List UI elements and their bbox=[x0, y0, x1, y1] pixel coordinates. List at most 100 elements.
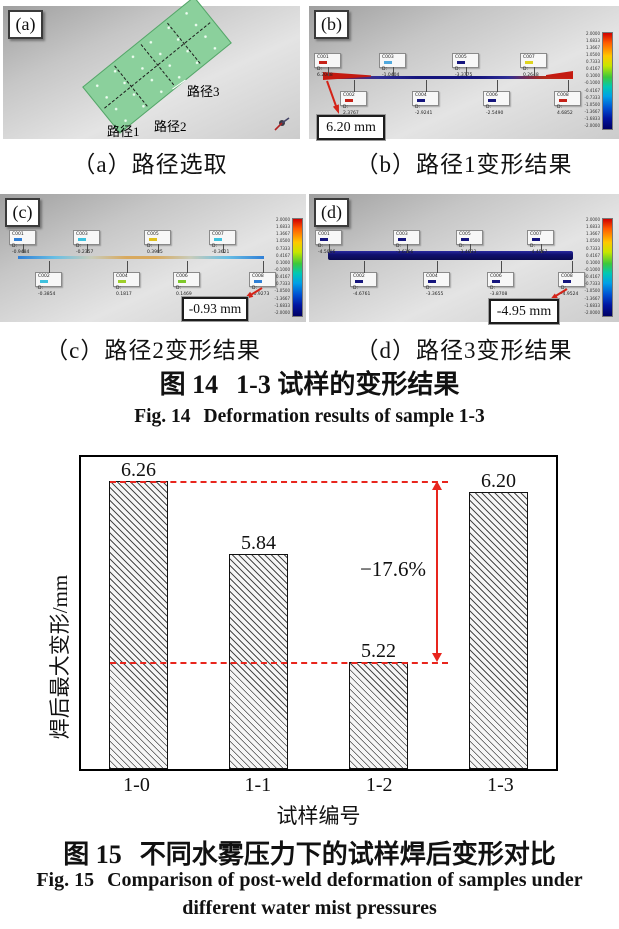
left-red-wedge bbox=[323, 72, 371, 80]
probe-label: C005 D: -3.3775 bbox=[452, 53, 479, 78]
probe-label: C008 D: 4.6852 bbox=[554, 80, 581, 116]
colorbar bbox=[602, 218, 613, 317]
path1-deformation-curve bbox=[323, 76, 573, 79]
figure14-title-en: Deformation results of sample 1-3 bbox=[203, 406, 485, 427]
probe-color-swatch bbox=[417, 98, 425, 102]
x-tick: 1-0 bbox=[123, 774, 150, 796]
probe-color-swatch bbox=[384, 60, 392, 64]
extra-dashed-line bbox=[167, 22, 201, 64]
probe-color-swatch bbox=[355, 279, 363, 283]
bars-container: 6.26 5.84 5.22 6.20 bbox=[81, 457, 556, 769]
path2-deformation-curve bbox=[18, 256, 264, 259]
probe-color-swatch bbox=[525, 60, 533, 64]
probe-label: C006 D: 0.1469 bbox=[173, 261, 200, 297]
bar bbox=[469, 491, 528, 769]
probe-label: C003 D: -1.0404 bbox=[379, 53, 406, 78]
probe-color-swatch bbox=[118, 279, 126, 283]
probe-label: C006 D: -2.5490 bbox=[483, 80, 510, 116]
probe-label: C008 D: -4.9524 bbox=[558, 261, 585, 297]
probe-label: C006 D: -3.8708 bbox=[487, 261, 514, 297]
x-axis-label: 试样编号 bbox=[276, 804, 361, 828]
figure14-caption-en: Fig. 14 Deformation results of sample 1-3 bbox=[0, 406, 619, 428]
probe-label: C007 D: -4.4567 bbox=[527, 230, 554, 255]
bar-group: 6.20 bbox=[469, 471, 528, 769]
figure15-caption-en-line2: different water mist pressures bbox=[182, 897, 437, 919]
colorbar bbox=[602, 32, 613, 130]
figure14-label-cn: 图 14 bbox=[159, 370, 219, 399]
probe-label: C007 D: 0.2648 bbox=[520, 53, 547, 78]
percent-annotation: −17.6% bbox=[359, 557, 427, 581]
colorbar bbox=[292, 218, 303, 317]
bar-group: 5.22 bbox=[349, 639, 408, 769]
panel-b-caption: （b）路径1变形结果 bbox=[355, 152, 573, 177]
panel-letter: (a) bbox=[8, 10, 43, 39]
probe-color-swatch bbox=[40, 279, 48, 283]
colorbar-tick-labels: 2.0000 1.6833 1.3667 1.0500 0.7333 0.4167 0.10… bbox=[584, 31, 600, 128]
probe-label: C001 D: -0.9484 bbox=[9, 230, 36, 255]
probe-label: C002 D: 2.3767 bbox=[340, 80, 367, 116]
probe-label: C001 D: -4.5006 bbox=[315, 230, 342, 255]
probe-color-swatch bbox=[559, 98, 567, 102]
probe-color-swatch bbox=[461, 237, 469, 241]
panel-letter: (b) bbox=[314, 10, 349, 39]
probe-label: C004 D: 0.1817 bbox=[113, 261, 140, 297]
reference-line-bottom bbox=[110, 661, 448, 664]
probe-label: C004 D: -2.9241 bbox=[412, 80, 439, 116]
probe-color-swatch bbox=[319, 60, 327, 64]
probe-color-swatch bbox=[149, 237, 157, 241]
figure15-label-en: Fig. 15 bbox=[36, 869, 95, 891]
probe-color-swatch bbox=[14, 237, 22, 241]
probe-label: C005 D: 0.3985 bbox=[144, 230, 171, 255]
figure14-caption-cn: 图 14 1-3 试样的变形结果 bbox=[0, 364, 619, 401]
max-deformation-callout: -4.95 mm bbox=[488, 298, 560, 325]
probe-label: C004 D: -3.3655 bbox=[423, 261, 450, 297]
probe-color-swatch bbox=[214, 237, 222, 241]
y-axis-label: 焊后最大变形/mm bbox=[48, 574, 72, 740]
panel-d-caption: （d）路径3变形结果 bbox=[355, 338, 573, 363]
bar-value-label: 6.20 bbox=[481, 469, 516, 492]
max-deformation-callout: 6.20 mm bbox=[316, 114, 386, 141]
panel-letter: (d) bbox=[314, 198, 349, 227]
panel-c-caption: （c）路径2变形结果 bbox=[45, 338, 261, 363]
right-red-wedge bbox=[546, 71, 573, 78]
percent-arrow bbox=[432, 481, 442, 662]
panel-a-path-selection: 路径1 路径2 路径3 (a) bbox=[3, 0, 300, 139]
x-tick: 1-3 bbox=[487, 774, 514, 796]
bar-value-label: 5.22 bbox=[361, 639, 396, 662]
figure15-label-cn: 图 15 bbox=[63, 840, 122, 869]
path1-dashed-line bbox=[114, 65, 148, 107]
bar bbox=[109, 481, 168, 769]
max-deformation-callout: -0.93 mm bbox=[181, 296, 249, 322]
probe-color-swatch bbox=[563, 279, 571, 283]
bar bbox=[349, 661, 408, 769]
probe-color-swatch bbox=[492, 279, 500, 283]
path3-label: 路径3 bbox=[187, 84, 220, 99]
bar-value-label: 5.84 bbox=[241, 532, 276, 555]
path3-deformation-curve bbox=[328, 251, 573, 260]
probe-color-swatch bbox=[320, 237, 328, 241]
probe-color-swatch bbox=[78, 237, 86, 241]
panel-d-path3-result: C001 D: -4.5006 C003 D: -3.6166 C005 D: -3.… bbox=[309, 194, 619, 325]
probe-label: C002 D: -4.6761 bbox=[350, 261, 377, 297]
probe-label: C005 D: -3.4633 bbox=[456, 230, 483, 255]
probe-label: C001 D: 6.2048 bbox=[314, 53, 341, 78]
probe-label: C007 D: -0.3621 bbox=[209, 230, 236, 255]
x-axis-ticks: 1-0 1-1 1-2 1-3 bbox=[79, 774, 558, 797]
bar-chart-frame: 6.26 5.84 5.22 6.20 −17.6% bbox=[79, 455, 558, 771]
figure15-caption-cn: 图 15 不同水雾压力下的试样焊后变形对比 bbox=[0, 834, 619, 871]
figure15-title-en-line1: Comparison of post-weld deformation of s… bbox=[107, 869, 583, 891]
reference-line-top bbox=[110, 481, 448, 484]
probe-color-swatch bbox=[488, 98, 496, 102]
probe-color-swatch bbox=[345, 98, 353, 102]
plate-model bbox=[82, 0, 232, 134]
panel-a-caption: （a）路径选取 bbox=[72, 152, 228, 177]
figure15-title-cn: 不同水雾压力下的试样焊后变形对比 bbox=[139, 840, 556, 869]
probe-label: C003 D: -0.2357 bbox=[73, 230, 100, 255]
probe-color-swatch bbox=[178, 279, 186, 283]
probe-color-swatch bbox=[532, 237, 540, 241]
probe-color-swatch bbox=[457, 60, 465, 64]
probe-label: C002 D: -0.3854 bbox=[35, 261, 62, 297]
x-tick: 1-1 bbox=[244, 774, 272, 796]
panel-c-path2-result: C001 D: -0.9484 C003 D: -0.2357 C005 D: 0.3… bbox=[0, 194, 306, 322]
